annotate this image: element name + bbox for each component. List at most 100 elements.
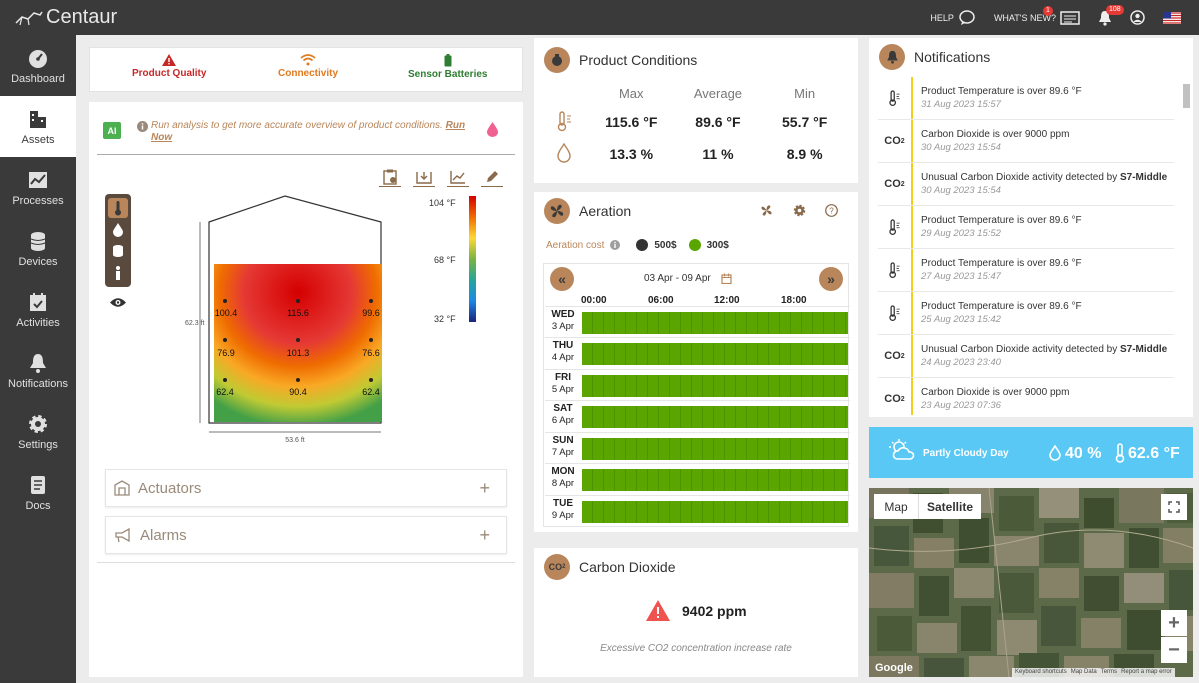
map-type-satellite-button[interactable]: Satellite [918, 494, 981, 519]
terms-link[interactable]: Terms [1100, 669, 1118, 675]
schedule-bar[interactable] [582, 438, 848, 460]
schedule-bar[interactable] [582, 501, 848, 523]
next-week-button[interactable]: » [819, 267, 843, 291]
sidebar-item-dashboard[interactable]: Dashboard [0, 35, 76, 96]
co2-icon: CO 2 [878, 120, 913, 162]
eye-icon[interactable] [110, 297, 126, 308]
temp-average: 89.6 °F [695, 114, 741, 130]
chart-tool-button[interactable] [447, 167, 469, 187]
whats-new-badge: 1 [1042, 5, 1053, 16]
pencil-icon [487, 170, 498, 182]
layer-sensors-button[interactable] [108, 241, 128, 261]
fullscreen-button[interactable] [1161, 494, 1187, 520]
schedule-bar[interactable] [582, 312, 848, 334]
schedule-bar[interactable] [582, 343, 848, 365]
weather-widget: Partly Cloudy Day 40 % 62.6 °F [869, 427, 1193, 478]
time-label: 12:00 [714, 295, 740, 306]
alarms-accordion[interactable]: Alarms + [105, 516, 507, 554]
silo-heatmap: 100.4 115.6 99.6 76.9 101.3 76.6 62.4 90… [185, 195, 382, 444]
map-data-link[interactable]: Map Data [1070, 669, 1097, 675]
schedule-day-row: WED 3 Apr [545, 306, 850, 337]
schedule-bar[interactable] [582, 406, 848, 428]
ai-badge: AI [103, 122, 121, 139]
layer-moisture-button[interactable] [108, 220, 128, 240]
previous-week-button[interactable]: « [550, 267, 574, 291]
info-icon [137, 121, 148, 132]
app-logo[interactable]: Centaur [14, 6, 117, 29]
fan-icon-wrapper [544, 198, 570, 224]
sidebar-item-docs[interactable]: Docs [0, 462, 76, 523]
conditions-table: Max Average Min 115.6 °F 89.6 °F 55.7 °F… [548, 80, 848, 170]
fullscreen-icon [1168, 501, 1180, 513]
aeration-card: Aeration ? Aeration cost 500$ 300$ « 03 … [534, 192, 858, 532]
co2-icon: CO 2 [878, 335, 913, 377]
kpi-connectivity[interactable]: Connectivity [278, 54, 338, 79]
moisture-drop-icon [557, 142, 571, 163]
language-selector[interactable] [1163, 11, 1181, 24]
bell-icon-wrapper [879, 44, 905, 70]
layer-temperature-button[interactable] [108, 197, 128, 218]
notification-item[interactable]: CO 2 Carbon Dioxide is over 9000 ppm 30 Au… [878, 120, 1174, 163]
time-label: 06:00 [648, 295, 674, 306]
notification-item[interactable]: Product Temperature is over 89.6 °F 29 Au… [878, 206, 1174, 249]
app-name: Centaur [46, 6, 118, 28]
help-circle-icon[interactable]: ? [825, 204, 838, 217]
ai-hint-text: Run analysis to get more accurate overvi… [151, 120, 443, 131]
fan-toggle-icon[interactable] [760, 204, 773, 217]
notification-item[interactable]: CO 2 Carbon Dioxide is over 9000 ppm 23 Au… [878, 378, 1174, 415]
map-type-map-button[interactable]: Map [874, 494, 918, 519]
schedule-day-row: SAT 6 Apr [545, 400, 850, 431]
sidebar-item-settings[interactable]: Settings [0, 401, 76, 462]
gear-icon[interactable] [793, 204, 806, 217]
keyboard-shortcuts-link[interactable]: Keyboard shortcuts [1015, 669, 1067, 675]
calendar-icon[interactable] [721, 273, 732, 284]
newspaper-icon [1060, 10, 1080, 25]
run-now-link[interactable]: Run Now [151, 120, 466, 143]
kpi-sensor-batteries[interactable]: Sensor Batteries [408, 54, 487, 80]
droplet-icon [113, 222, 123, 237]
moisture-average: 11 % [702, 146, 734, 162]
silo-height-label: 62.3 ft [185, 320, 205, 327]
warning-triangle-icon [162, 54, 177, 66]
zoom-in-button[interactable]: + [1161, 610, 1187, 636]
notification-item[interactable]: Product Temperature is over 89.6 °F 25 Au… [878, 292, 1174, 335]
kpi-product-quality[interactable]: Product Quality [132, 54, 206, 79]
database-icon [113, 245, 123, 258]
edit-tool-button[interactable] [481, 167, 503, 187]
sidebar-item-devices[interactable]: Devices [0, 218, 76, 279]
schedule-bar[interactable] [582, 375, 848, 397]
notification-item[interactable]: Product Temperature is over 89.6 °F 27 Au… [878, 249, 1174, 292]
report-tool-button[interactable] [379, 167, 401, 187]
satellite-map[interactable]: Map Satellite + − Google Keyboard shortc… [869, 488, 1193, 677]
time-label: 18:00 [781, 295, 807, 306]
sidebar-item-notifications[interactable]: Notifications [0, 340, 76, 401]
user-menu[interactable] [1130, 10, 1145, 25]
sidebar-item-activities[interactable]: Activities [0, 279, 76, 340]
sensor-reading: 99.6 [362, 308, 380, 318]
sidebar-item-assets[interactable]: Assets [0, 96, 76, 157]
droplet-icon[interactable] [487, 122, 498, 137]
layer-info-button[interactable] [108, 263, 128, 283]
actuators-accordion[interactable]: Actuators + [105, 469, 507, 507]
whats-new-link[interactable]: WHAT'S NEW? 1 [994, 5, 1080, 25]
notifications-title: Notifications [914, 49, 991, 65]
scrollbar-thumb[interactable] [1183, 84, 1190, 108]
svg-text:?: ? [829, 207, 834, 216]
help-link[interactable]: HELP [930, 9, 976, 26]
carbon-dioxide-card: CO 2 Carbon Dioxide 9402 ppm Excessive CO… [534, 548, 858, 677]
notification-item[interactable]: CO 2 Unusual Carbon Dioxide activity dete… [878, 335, 1174, 378]
sidebar-item-processes[interactable]: Processes [0, 157, 76, 218]
report-error-link[interactable]: Report a map error [1121, 669, 1172, 675]
google-logo: Google [875, 662, 913, 674]
weather-temperature: 62.6 °F [1128, 445, 1180, 462]
notification-item[interactable]: Product Temperature is over 89.6 °F 31 Au… [878, 77, 1174, 120]
sensor-reading: 101.3 [287, 348, 310, 358]
schedule-day-row: MON 8 Apr [545, 463, 850, 494]
schedule-bar[interactable] [582, 469, 848, 491]
level-tool-button[interactable] [413, 167, 435, 187]
notification-item[interactable]: CO 2 Unusual Carbon Dioxide activity dete… [878, 163, 1174, 206]
column-header-average: Average [693, 85, 743, 101]
zoom-out-button[interactable]: − [1161, 637, 1187, 663]
aeration-cost-label: Aeration cost [546, 239, 605, 251]
notifications-bell[interactable]: 108 [1098, 4, 1124, 26]
